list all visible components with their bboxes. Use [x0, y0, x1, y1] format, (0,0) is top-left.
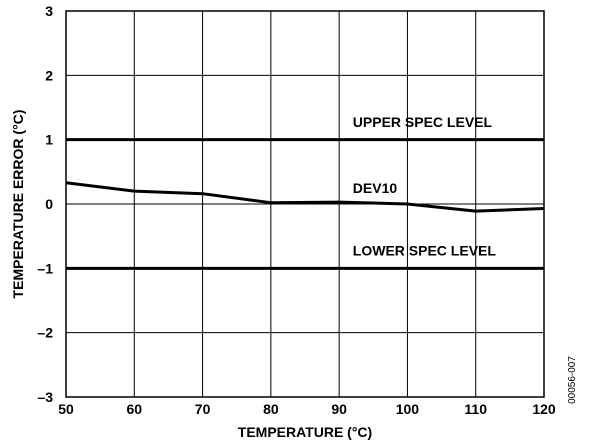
- series-line-dev10: [65, 181, 545, 213]
- plot-frame: [65, 10, 545, 398]
- y-tick-label: 3: [45, 3, 53, 19]
- series-lines: [65, 181, 545, 213]
- x-tick-label: 120: [532, 401, 556, 417]
- y-tick-labels: 3 2 1 0 –1 –2 –3: [37, 3, 53, 405]
- annotation-label: DEV10: [353, 180, 398, 196]
- x-tick-labels: 50 60 70 80 90 100 110 120: [58, 401, 556, 417]
- y-tick-label: 1: [45, 132, 53, 148]
- y-tick-label: –3: [37, 389, 53, 405]
- x-tick-label: 110: [464, 401, 487, 417]
- x-tick-label: 50: [58, 401, 74, 417]
- annotation-label: LOWER SPEC LEVEL: [353, 242, 497, 258]
- figure-id: 00056-007: [567, 356, 578, 404]
- y-tick-label: 0: [45, 196, 53, 212]
- x-tick-label: 90: [331, 401, 347, 417]
- x-tick-label: 100: [396, 401, 420, 417]
- annotation-label: UPPER SPEC LEVEL: [353, 114, 493, 130]
- spec-lines: [66, 138, 544, 270]
- x-tick-label: 70: [195, 401, 211, 417]
- x-tick-label: 60: [126, 401, 142, 417]
- y-tick-label: 2: [45, 67, 53, 83]
- y-axis-title: TEMPERATURE ERROR (°C): [10, 110, 26, 299]
- annotations: DEV10 UPPER SPEC LEVEL LOWER SPEC LEVEL: [353, 114, 497, 259]
- x-tick-label: 80: [263, 401, 279, 417]
- x-axis-title: TEMPERATURE (°C): [238, 424, 372, 440]
- y-tick-label: –2: [37, 325, 53, 341]
- y-tick-label: –1: [37, 260, 53, 276]
